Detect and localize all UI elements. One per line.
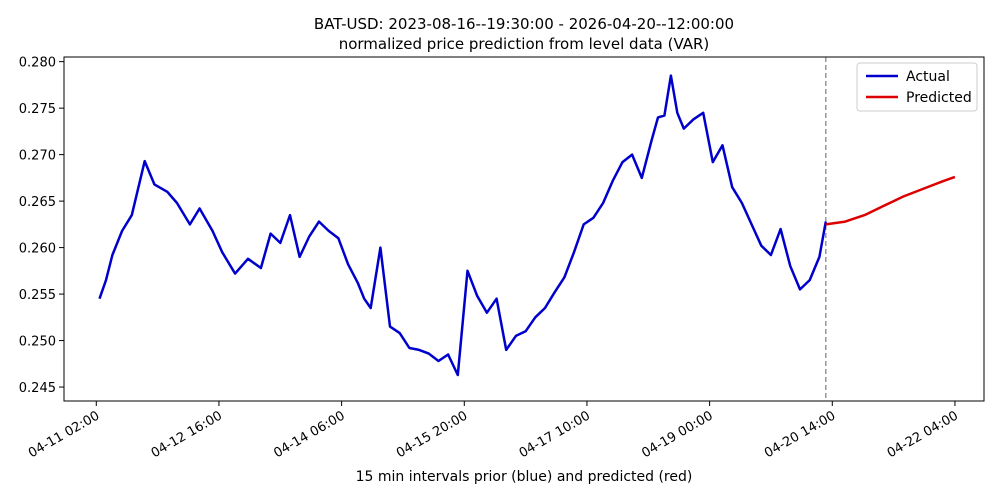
- x-tick-label: 04-17 10:00: [517, 408, 593, 461]
- plot-frame: [63, 56, 985, 402]
- plot-area: [64, 57, 984, 401]
- chart-subtitle: normalized price prediction from level d…: [339, 35, 710, 53]
- x-tick-label: 04-22 04:00: [885, 408, 961, 461]
- legend-label-predicted: Predicted: [906, 90, 972, 106]
- series-line-predicted: [825, 175, 956, 226]
- y-tick-label: 0.250: [19, 335, 56, 350]
- x-tick-label: 04-12 16:00: [149, 408, 225, 461]
- y-tick-label: 0.280: [19, 56, 56, 71]
- x-tick-label: 04-14 06:00: [271, 408, 347, 461]
- x-axis-ticks: 04-11 02:00 04-12 16:00 04-14 06:00 04-15 2…: [26, 401, 961, 461]
- legend-label-actual: Actual: [906, 69, 950, 85]
- y-axis-ticks: 0.245 0.250 0.255 0.260 0.265 0.270 0.275 0.280: [19, 56, 64, 396]
- series-line-actual: [98, 74, 828, 377]
- y-tick-label: 0.255: [19, 288, 56, 303]
- x-tick-label: 04-19 00:00: [639, 408, 715, 461]
- y-tick-label: 0.265: [19, 195, 56, 210]
- x-tick-label: 04-11 02:00: [26, 408, 102, 461]
- legend: Actual Predicted: [856, 62, 978, 112]
- chart-title: BAT-USD: 2023-08-16--19:30:00 - 2026-04-…: [314, 15, 734, 33]
- x-tick-label: 04-20 14:00: [762, 408, 838, 461]
- y-tick-label: 0.270: [19, 149, 56, 164]
- y-tick-label: 0.245: [19, 381, 56, 396]
- y-tick-label: 0.275: [19, 102, 56, 117]
- x-tick-label: 04-15 20:00: [394, 408, 470, 461]
- y-tick-label: 0.260: [19, 242, 56, 257]
- x-axis-label: 15 min intervals prior (blue) and predic…: [356, 469, 693, 485]
